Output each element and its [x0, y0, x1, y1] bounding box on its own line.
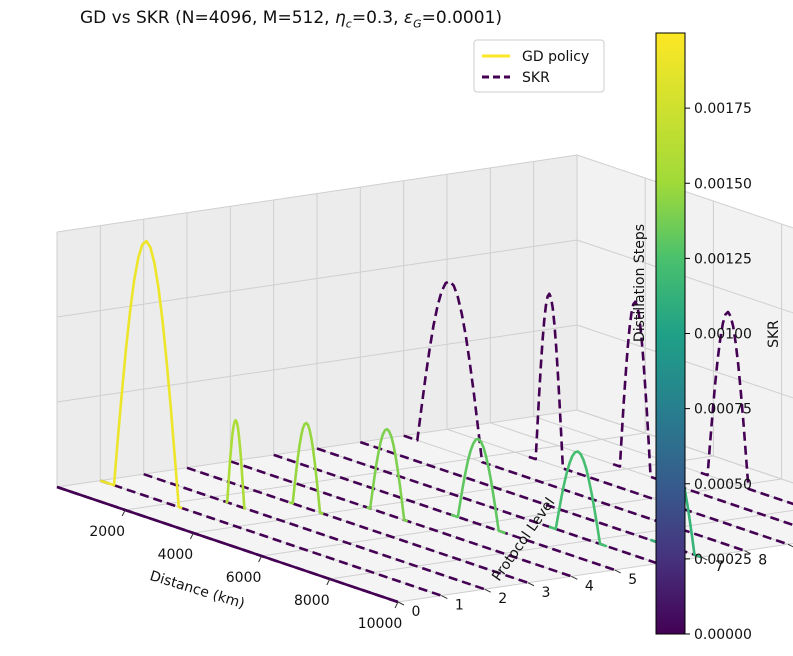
z-grid-wall	[56, 324, 578, 403]
y-tick-label: 3	[542, 585, 551, 601]
legend-box	[473, 39, 605, 93]
gd-series-line	[288, 421, 324, 516]
skr-series-line	[528, 292, 789, 546]
y-tick-mark	[484, 588, 491, 593]
y-tick-mark	[527, 582, 535, 587]
colorbar-label: SKR	[766, 320, 782, 348]
title-eps-subscript: G	[413, 17, 422, 31]
skr-series-line	[359, 440, 702, 559]
y-tick-mark	[441, 595, 448, 600]
x-tick-label: 6000	[226, 570, 262, 586]
gd-series-line	[225, 418, 247, 510]
colorbar-tick-label: 0.00175	[694, 101, 752, 117]
x-tick-mark	[258, 555, 263, 563]
y-tick-mark	[571, 575, 578, 580]
gd-series-line	[56, 485, 399, 604]
legend-skr-label: SKR	[522, 70, 550, 86]
skr-series-line	[612, 300, 793, 527]
gd-series-line	[548, 450, 608, 548]
gd-series-line	[99, 239, 183, 510]
legend-gd-label: GD policy	[522, 49, 589, 65]
z-grid-wall	[56, 154, 578, 233]
y-tick-label: 1	[455, 598, 464, 614]
x-tick-label: 2000	[89, 524, 125, 540]
y-tick-label: 7	[715, 559, 724, 575]
colorbar-tick-label: 0.00050	[694, 477, 752, 493]
z-axis-label: Distillation Steps	[632, 224, 648, 342]
title-eta-subscript: c	[345, 17, 352, 31]
y-tick-mark	[397, 601, 405, 606]
y-tick-label: 5	[628, 572, 637, 588]
title-prefix: GD vs SKR (N=4096, M=512,	[80, 8, 335, 28]
colorbar-tick-label: 0.00000	[694, 627, 752, 643]
skr-series-line	[229, 460, 572, 578]
colorbar-tick-label: 0.00025	[694, 552, 752, 568]
title-eta-value: =0.3,	[351, 8, 404, 28]
chart-title: GD vs SKR (N=4096, M=512, ηc=0.3, εG=0.0…	[80, 8, 502, 30]
colorbar-tick-label: 0.00125	[694, 251, 752, 267]
gd-series-line	[366, 427, 409, 523]
colorbar-gradient	[655, 32, 686, 635]
skr-series-line	[273, 453, 616, 572]
x-tick-mark	[189, 532, 194, 540]
colorbar: SKR 0.00000 0.00025 0.00050 0.00075 0.00100 0…	[655, 32, 782, 643]
z-grid-back	[576, 239, 793, 314]
y-tick-label: 0	[412, 604, 421, 620]
z-grid-back	[576, 154, 793, 229]
x-tick-label: 10000	[358, 616, 403, 632]
x-tick-mark	[394, 601, 399, 609]
y-tick-mark	[701, 556, 708, 561]
skr-series-line	[700, 310, 793, 506]
skr-series-line	[143, 472, 486, 591]
series-layer	[56, 239, 793, 604]
y-tick-label: 8	[758, 553, 767, 569]
y-tick-label: 2	[498, 591, 507, 607]
x-tick-mark	[121, 509, 126, 517]
y-tick-mark	[744, 550, 751, 555]
title-eta-symbol: η	[334, 8, 346, 28]
x-tick-label: 4000	[158, 547, 194, 563]
colorbar-tick-label: 0.00150	[694, 176, 752, 192]
colorbar-tick-label: 0.00075	[694, 402, 752, 418]
skr-series-line	[99, 479, 442, 597]
skr-series-line	[403, 279, 746, 552]
title-eps-symbol: ε	[403, 8, 414, 28]
x-tick-label: 8000	[294, 593, 330, 609]
z-grid-back	[576, 324, 793, 399]
x-tick-mark	[326, 578, 331, 586]
y-tick-label: 4	[585, 578, 594, 594]
gd-series-line	[450, 437, 506, 535]
y-tick-mark	[614, 569, 621, 574]
legend: GD policy SKR	[473, 39, 605, 93]
z-grid-wall	[56, 239, 578, 318]
colorbar-tick-label: 0.00100	[694, 327, 752, 343]
y-tick-mark	[787, 543, 793, 548]
title-eps-value: =0.0001)	[421, 8, 503, 28]
